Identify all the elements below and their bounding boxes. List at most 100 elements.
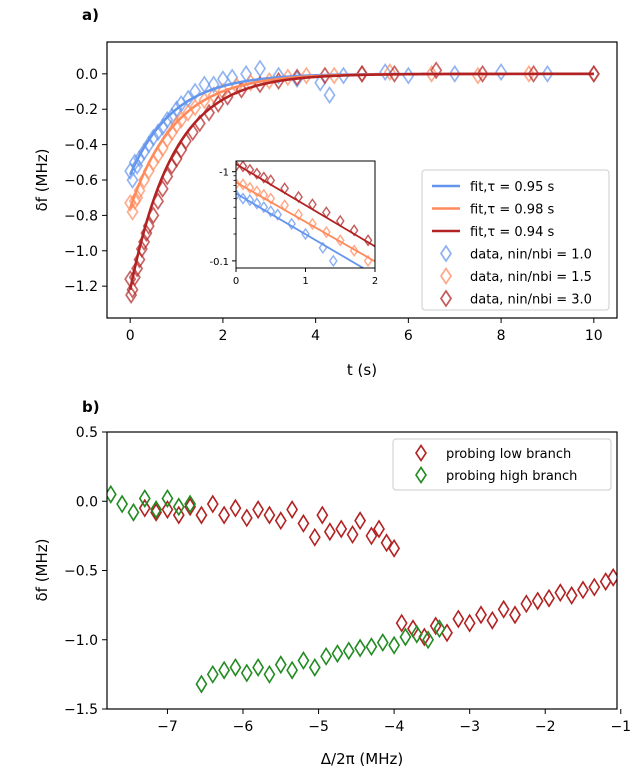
data-point-b-1-13 [252,657,265,677]
legend-b-label-0: probing low branch [446,447,571,462]
data-point-a-0-25 [323,86,336,105]
data-point-b-0-5 [195,505,208,525]
data-point-b-0-12 [274,511,287,531]
data-point-b-1-6 [172,497,185,517]
inset-y-tick-label-1: -1 [219,168,229,179]
panel-b-y-axis-label: δf (MHz) [33,538,51,601]
y-tick-label-b-2: −0.5 [64,564,98,580]
panel-a-y-axis-label: δf (MHz) [33,148,51,211]
inset-point-0-10 [328,254,338,268]
y-tick-label-a-3: −0.6 [64,173,98,189]
data-point-a-0-1 [126,170,139,190]
data-point-a-2-30 [430,61,443,80]
panel-b: b) −7 −6 −5 −4 −3 −2 −1 0.5 0.0 −0.5 −1.0 −1.5 Δ/2… [33,398,631,768]
data-point-b-1-20 [331,644,344,664]
x-tick-label-a-2: 4 [311,328,320,344]
x-tick-label-b-0: −7 [157,719,178,735]
inset-point-0-11 [344,270,351,280]
data-point-b-0-23 [380,533,393,553]
panel-a: a) 0 2 4 6 8 10 0.0−0.2−0.4−0.6−0.8−1.0−1.2 t… [33,6,618,379]
x-tick-label-b-3: −4 [384,719,405,735]
inset-point-1-8 [308,217,317,231]
panel-b-x-ticks: −7 −6 −5 −4 −3 −2 −1 [157,709,631,735]
inset-fit-line-1 [236,181,375,263]
data-point-b-0-18 [335,519,348,539]
data-point-a-0-17 [207,75,220,94]
data-point-b-1-24 [376,633,389,653]
inset-point-1-4 [259,188,269,202]
data-point-b-0-1 [150,502,163,522]
data-point-b-1-10 [218,660,231,680]
data-point-a-0-20 [240,64,253,83]
inset-point-0-2 [245,193,255,207]
data-point-b-0-36 [520,594,533,614]
inset-point-1-7 [294,208,303,221]
data-point-b-0-41 [577,580,589,600]
data-point-b-0-17 [323,522,336,542]
panel-b-legend: probing low branch probing high branch [392,438,612,491]
data-point-a-1-2 [128,192,141,211]
data-point-a-1-1 [126,202,139,221]
x-tick-label-b-6: −1 [610,719,631,735]
inset-point-0-6 [273,208,283,221]
y-tick-label-b-0: 0.5 [76,425,98,441]
panel-a-x-ticks: 0 2 4 6 8 10 [126,318,603,344]
inset-fit-line-2 [236,163,375,248]
inset-point-1-0 [236,177,241,191]
inset-x-tick-label-0: 0 [233,276,239,287]
data-point-a-2-33 [587,64,600,83]
data-point-b-1-19 [320,646,333,666]
legend-b-label-1: probing high branch [446,469,577,484]
data-point-b-1-18 [308,657,321,677]
data-point-a-0-7 [147,128,160,147]
data-point-b-0-30 [452,609,465,629]
data-point-b-0-14 [297,513,310,533]
data-point-b-1-28 [422,630,435,650]
x-tick-label-a-0: 0 [126,328,135,344]
data-point-b-0-40 [565,585,578,605]
panel-a-legend-box [421,169,610,311]
inset-point-2-1 [238,161,248,173]
data-point-a-0-29 [402,66,415,85]
data-point-b-0-34 [497,599,510,619]
data-point-a-2-31 [476,64,489,83]
data-point-b-0-0 [138,498,151,518]
data-point-a-1-24 [328,66,341,85]
data-point-b-0-25 [395,613,408,633]
inset-y-tick-label-0: -0.1 [209,257,229,268]
inset-x-tick-label-1: 1 [302,276,308,287]
data-point-a-0-21 [253,59,267,78]
panel-b-marks [107,484,617,694]
data-point-b-1-29 [433,619,446,639]
inset-fit-line-0 [236,192,365,268]
data-point-b-0-3 [172,505,185,525]
inset-point-1-2 [245,181,255,195]
data-point-a-2-29 [388,64,401,83]
data-point-a-1-13 [175,110,188,129]
panel-a-legend-items: fit,τ = 0.95 s fit,τ = 0.98 s fit,τ = 0.94… [432,180,592,308]
data-point-a-0-30 [448,64,461,83]
legend-a-label-3: data, nin/nbi = 1.0 [470,248,592,263]
data-point-b-1-9 [206,664,219,684]
x-tick-label-a-1: 2 [218,328,227,344]
panel-b-legend-items: probing low branch probing high branch [415,444,577,484]
x-tick-label-b-5: −2 [535,719,556,735]
y-tick-label-a-2: −0.4 [64,138,98,154]
data-point-a-1-22 [281,68,294,87]
data-point-b-1-11 [229,657,242,677]
inset-point-1-5 [266,192,276,205]
legend-a-swatch-5 [439,289,453,308]
data-point-b-0-21 [365,526,378,546]
data-point-a-2-2 [126,280,139,299]
panel-a-x-axis-label: t (s) [347,361,377,379]
inset-point-0-4 [259,200,269,214]
x-tick-label-a-3: 6 [404,328,413,344]
inset-point-2-4 [259,171,269,184]
data-point-b-0-37 [531,591,544,611]
inset-point-1-9 [321,225,331,239]
inset-point-2-0 [236,161,241,173]
y-tick-label-a-4: −0.8 [64,208,98,224]
fit-line-a-0 [128,72,594,176]
data-point-a-0-28 [379,63,392,82]
data-point-a-0-31 [495,63,508,82]
